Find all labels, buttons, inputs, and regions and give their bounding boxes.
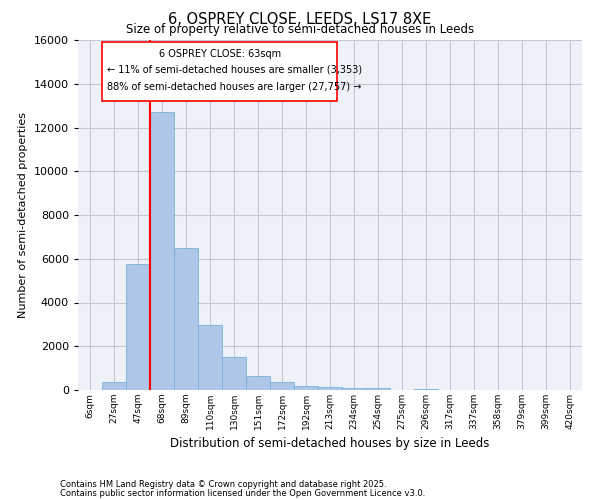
Bar [102,382,126,390]
Text: 6 OSPREY CLOSE: 63sqm: 6 OSPREY CLOSE: 63sqm [158,49,281,58]
Bar [366,388,390,390]
Bar [102,42,337,101]
Text: ← 11% of semi-detached houses are smaller (3,353): ← 11% of semi-detached houses are smalle… [107,64,362,74]
Bar [342,388,366,390]
Bar [126,264,150,390]
X-axis label: Distribution of semi-detached houses by size in Leeds: Distribution of semi-detached houses by … [170,438,490,450]
Bar [270,382,294,390]
Bar [150,112,174,390]
Text: 88% of semi-detached houses are larger (27,757) →: 88% of semi-detached houses are larger (… [107,82,361,92]
Text: 6, OSPREY CLOSE, LEEDS, LS17 8XE: 6, OSPREY CLOSE, LEEDS, LS17 8XE [169,12,431,28]
Bar [222,356,246,390]
Text: Contains public sector information licensed under the Open Government Licence v3: Contains public sector information licen… [60,488,425,498]
Bar [318,388,342,390]
Bar [174,248,198,390]
Bar [246,376,270,390]
Bar [294,386,318,390]
Bar [414,389,438,390]
Text: Contains HM Land Registry data © Crown copyright and database right 2025.: Contains HM Land Registry data © Crown c… [60,480,386,489]
Text: Size of property relative to semi-detached houses in Leeds: Size of property relative to semi-detach… [126,22,474,36]
Y-axis label: Number of semi-detached properties: Number of semi-detached properties [18,112,28,318]
Bar [198,326,222,390]
